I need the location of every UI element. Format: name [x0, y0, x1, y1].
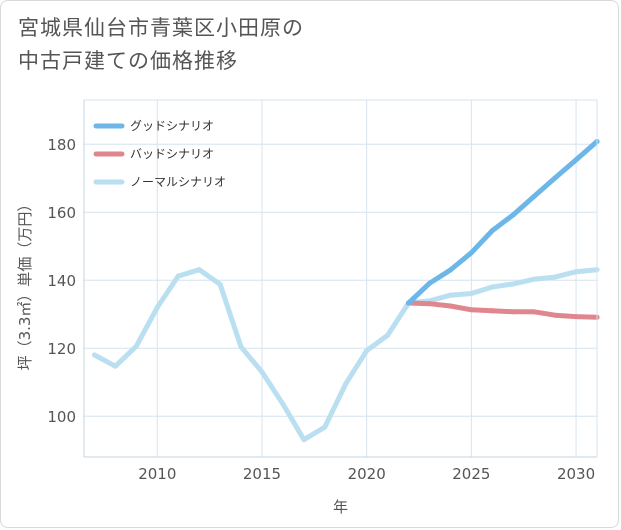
series-2-point-2027 — [510, 281, 516, 287]
series-2-point-2025 — [468, 290, 474, 296]
grid-lines — [84, 100, 597, 457]
y-tick-label-160: 160 — [47, 204, 76, 222]
series-2-point-2030 — [573, 269, 579, 275]
series-2-point-2013 — [217, 281, 223, 287]
series-2-point-2010 — [154, 304, 160, 310]
series-0-point-2028 — [531, 193, 537, 199]
x-tick-label-2020: 2020 — [348, 465, 386, 483]
legend-label-2: ノーマルシナリオ — [130, 175, 226, 189]
series-2-point-2014 — [238, 344, 244, 350]
series-1-point-2028 — [531, 309, 537, 315]
legend-label-1: バッドシナリオ — [130, 147, 214, 161]
series-2-point-2017 — [301, 437, 307, 443]
series-2-point-2020 — [364, 348, 370, 354]
series-2-point-2019 — [343, 381, 349, 387]
series-line-2 — [92, 267, 600, 443]
series-0-point-2027 — [510, 212, 516, 218]
series-2-point-2007 — [91, 352, 97, 358]
series-2-point-2015 — [259, 369, 265, 375]
x-tick-label-2015: 2015 — [243, 465, 281, 483]
series-2-point-2018 — [322, 424, 328, 430]
series-1-point-2026 — [489, 308, 495, 314]
series-2-point-2024 — [447, 292, 453, 298]
series-line-0 — [406, 139, 600, 306]
series-0-point-2022 — [406, 300, 412, 306]
series-0-point-2029 — [552, 175, 558, 181]
series-1-point-2024 — [447, 303, 453, 309]
series-2-point-2009 — [133, 343, 139, 349]
series-1-point-2025 — [468, 307, 474, 313]
y-tick-label-140: 140 — [47, 272, 76, 290]
series-2-point-2026 — [489, 284, 495, 290]
series-0-point-2025 — [468, 250, 474, 256]
series-2-point-2012 — [196, 267, 202, 273]
axes: 2010 2015 2020 2025 2030 100 120 140 160 180 — [47, 99, 598, 483]
x-tick-label-2030: 2030 — [557, 465, 595, 483]
series-2-point-2021 — [385, 332, 391, 338]
series-2-point-2029 — [552, 274, 558, 280]
series-0-point-2026 — [489, 228, 495, 234]
series-0-point-2024 — [447, 267, 453, 273]
series-1-point-2030 — [573, 314, 579, 320]
y-tick-label-100: 100 — [47, 408, 76, 426]
x-tick-label-2010: 2010 — [138, 465, 176, 483]
x-tick-label-2025: 2025 — [452, 465, 490, 483]
series-0-point-2023 — [426, 280, 432, 286]
chart-title: 宮城県仙台市青葉区小田原の 中古戸建ての価格推移 — [18, 12, 578, 78]
legend-label-0: グッドシナリオ — [130, 119, 214, 133]
series-lines — [91, 138, 600, 443]
chart-title-line-1: 宮城県仙台市青葉区小田原の — [18, 16, 304, 40]
series-0-point-2030 — [573, 157, 579, 163]
chart-title-line-2: 中古戸建ての価格推移 — [18, 49, 238, 73]
series-2-point-2028 — [531, 276, 537, 282]
series-1-point-2027 — [510, 309, 516, 315]
x-axis-label: 年 — [333, 498, 348, 516]
series-2-point-2011 — [175, 273, 181, 279]
y-axis-label: 坪（3.3㎡）単価（万円） — [16, 197, 34, 371]
series-1-point-2029 — [552, 312, 558, 318]
y-tick-label-180: 180 — [47, 136, 76, 154]
series-line-1 — [406, 300, 600, 320]
series-2-point-2016 — [280, 401, 286, 407]
series-2-point-2008 — [112, 363, 118, 369]
y-tick-label-120: 120 — [47, 340, 76, 358]
series-1-point-2023 — [426, 301, 432, 307]
